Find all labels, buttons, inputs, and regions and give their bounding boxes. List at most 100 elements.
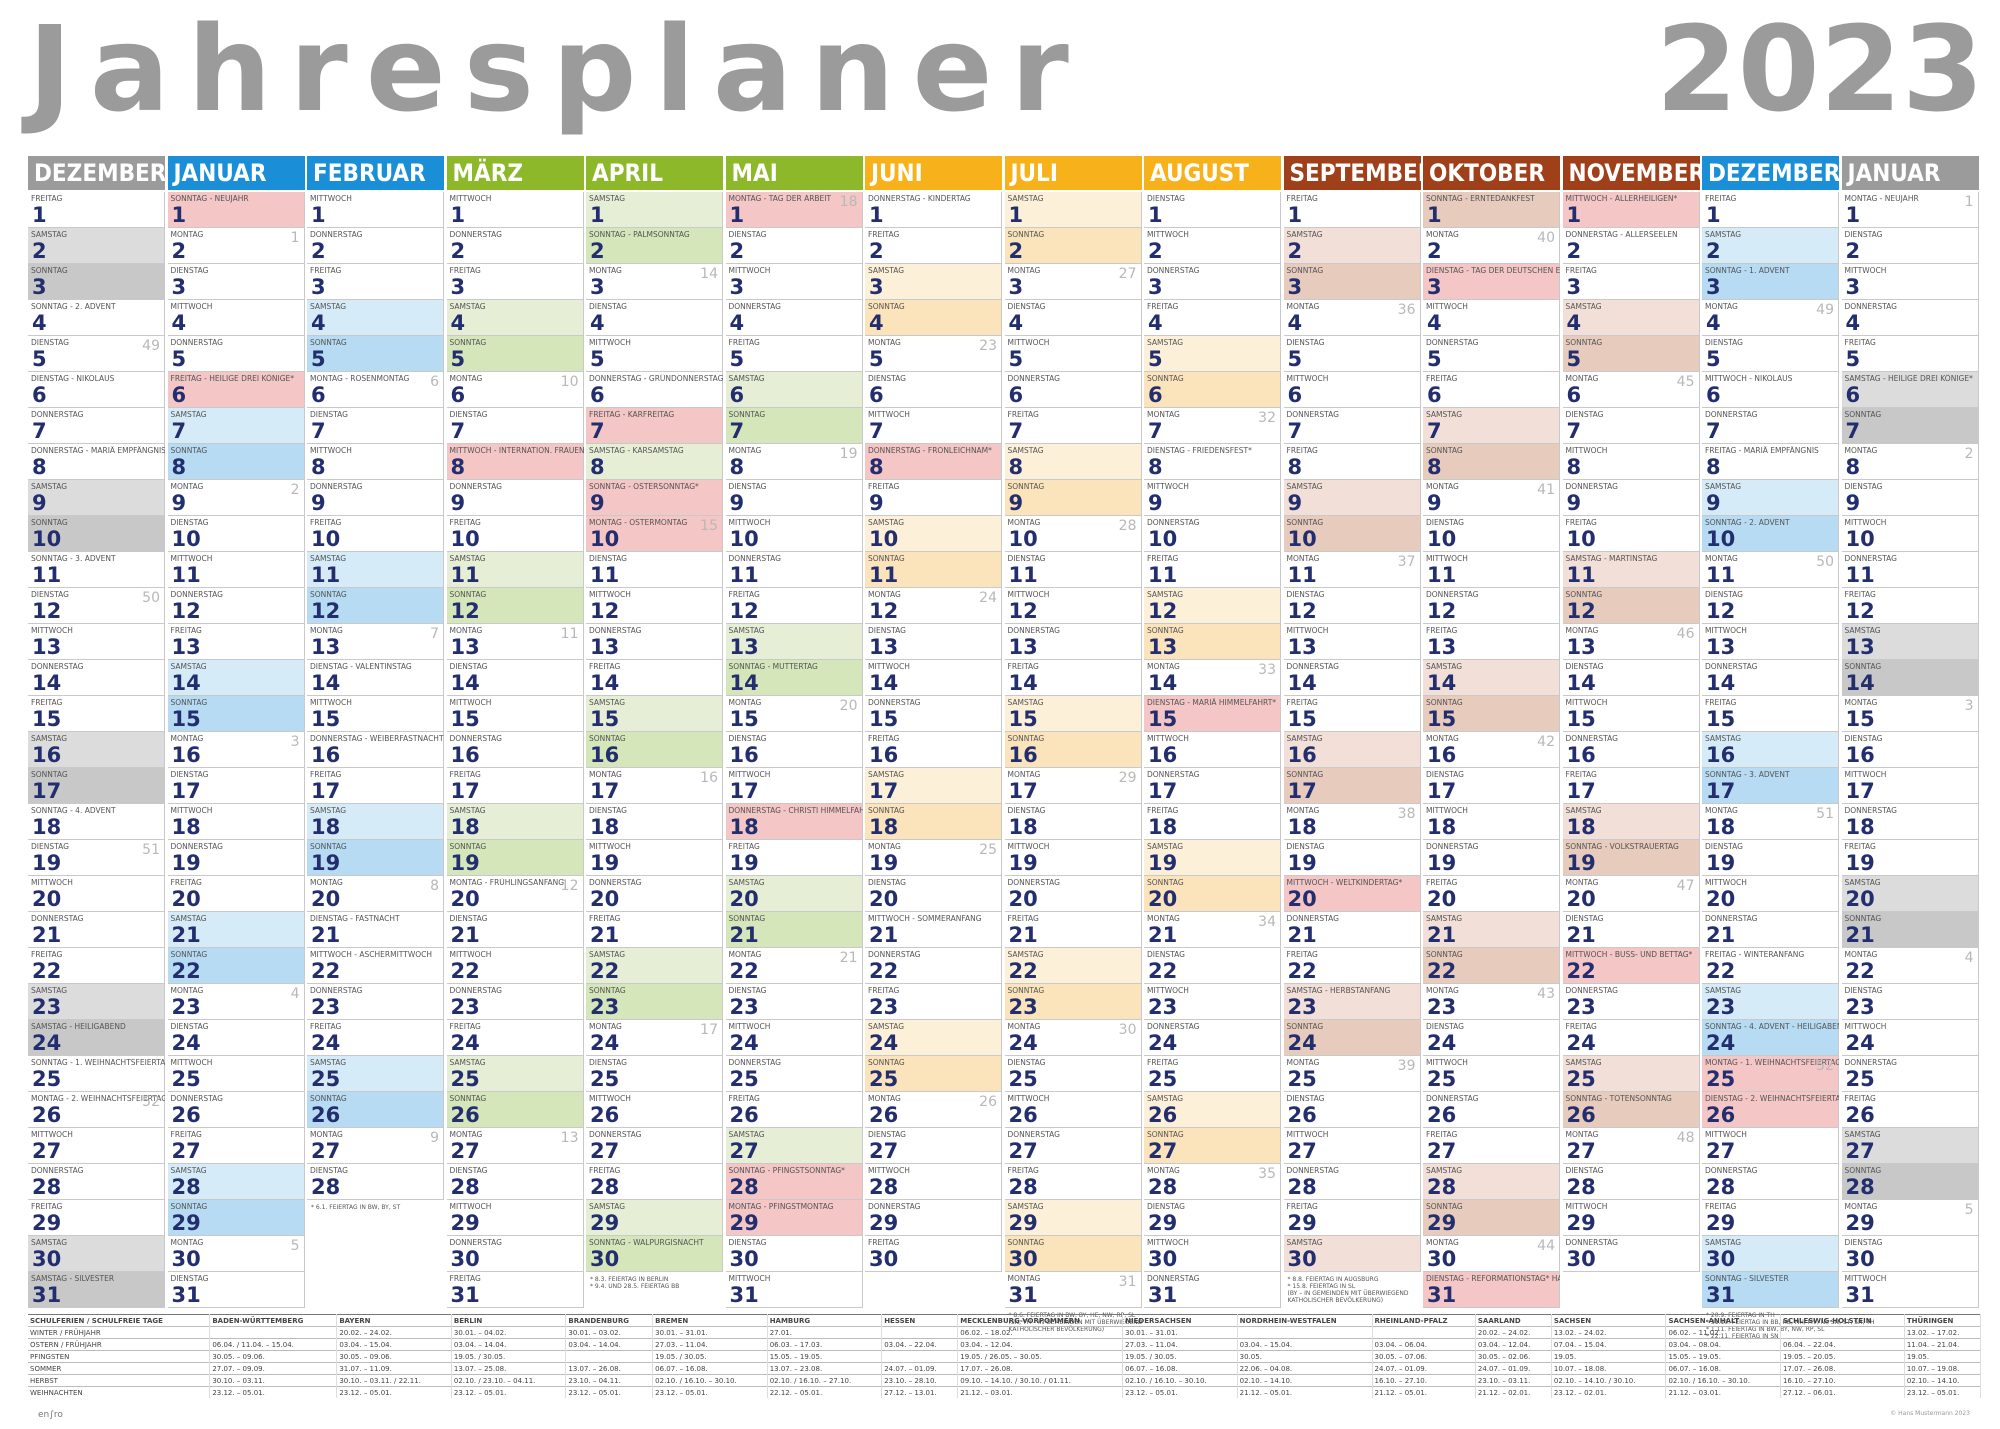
day-cell[interactable]: DONNERSTAG 16 — [1562, 732, 1700, 768]
day-cell[interactable]: FREITAG 23 — [865, 984, 1002, 1020]
day-cell[interactable]: SONNTAG 22 — [1423, 948, 1560, 984]
day-cell[interactable]: DONNERSTAG 23 — [1562, 984, 1700, 1020]
day-cell[interactable]: DIENSTAG 3 — [167, 264, 305, 300]
day-cell[interactable]: MONTAG 13 7 — [307, 624, 444, 660]
day-cell[interactable]: DIENSTAG 22 — [1144, 948, 1281, 984]
day-cell[interactable]: DIENSTAG 14 — [1562, 660, 1700, 696]
day-cell[interactable]: MITTWOCH 26 — [1004, 1092, 1142, 1128]
day-cell[interactable]: SONNTAG 12 — [446, 588, 584, 624]
day-cell[interactable]: MONTAG 23 43 — [1423, 984, 1560, 1020]
day-cell[interactable]: SAMSTAG 14 — [167, 660, 305, 696]
day-cell[interactable]: FREITAG 20 — [167, 876, 305, 912]
day-cell[interactable]: SAMSTAG 4 — [446, 300, 584, 336]
day-cell[interactable]: SAMSTAG 28 — [1423, 1164, 1560, 1200]
day-cell[interactable]: FREITAG 24 — [307, 1020, 444, 1056]
day-cell[interactable]: DIENSTAG - VALENTINSTAG 14 — [307, 660, 444, 696]
day-cell[interactable]: DONNERSTAG 14 — [28, 660, 165, 696]
day-cell[interactable]: MITTWOCH 29 — [1562, 1200, 1700, 1236]
day-cell[interactable]: SAMSTAG 1 — [1004, 192, 1142, 228]
day-cell[interactable]: MITTWOCH 25 — [167, 1056, 305, 1092]
day-cell[interactable]: MITTWOCH 18 — [1423, 804, 1560, 840]
day-cell[interactable]: DONNERSTAG 20 — [586, 876, 723, 912]
day-cell[interactable]: MITTWOCH 27 — [28, 1128, 165, 1164]
day-cell[interactable]: DONNERSTAG 2 — [446, 228, 584, 264]
day-cell[interactable]: MITTWOCH 16 — [1144, 732, 1281, 768]
day-cell[interactable]: MITTWOCH 5 — [1004, 336, 1142, 372]
day-cell[interactable]: FREITAG 29 — [1702, 1200, 1839, 1236]
day-cell[interactable]: FREITAG 17 — [1562, 768, 1700, 804]
day-cell[interactable]: MITTWOCH 22 — [446, 948, 584, 984]
day-cell[interactable]: SAMSTAG 23 — [1702, 984, 1839, 1020]
day-cell[interactable]: MONTAG - ROSENMONTAG 6 6 — [307, 372, 444, 408]
day-cell[interactable]: MONTAG - OSTERMONTAG 10 15 — [586, 516, 723, 552]
day-cell[interactable]: MONTAG 17 16 — [586, 768, 723, 804]
day-cell[interactable]: DONNERSTAG 24 — [1144, 1020, 1281, 1056]
day-cell[interactable]: SONNTAG - MUTTERTAG 14 — [725, 660, 863, 696]
day-cell[interactable]: DONNERSTAG 22 — [865, 948, 1002, 984]
day-cell[interactable]: MITTWOCH 10 — [725, 516, 863, 552]
day-cell[interactable]: DIENSTAG - REFORMATIONSTAG* HALLOWEEN31 — [1423, 1272, 1560, 1308]
day-cell[interactable]: SONNTAG 17 — [1283, 768, 1421, 804]
day-cell[interactable]: SONNTAG 17 — [28, 768, 165, 804]
day-cell[interactable]: MITTWOCH 8 — [307, 444, 444, 480]
day-cell[interactable]: MONTAG 7 32 — [1144, 408, 1281, 444]
day-cell[interactable]: DONNERSTAG 28 — [1283, 1164, 1421, 1200]
day-cell[interactable]: SONNTAG - 1. WEIHNACHTSFEIERTAG 25 — [28, 1056, 165, 1092]
day-cell[interactable]: DIENSTAG 24 — [167, 1020, 305, 1056]
day-cell[interactable]: FREITAG 21 — [586, 912, 723, 948]
day-cell[interactable]: SONNTAG - 4. ADVENT 18 — [28, 804, 165, 840]
day-cell[interactable]: SAMSTAG 6 — [725, 372, 863, 408]
day-cell[interactable]: MONTAG - 1. WEIHNACHTSFEIERTAG 25 52 — [1702, 1056, 1839, 1092]
day-cell[interactable]: DIENSTAG 19 — [1283, 840, 1421, 876]
day-cell[interactable]: SONNTAG 12 — [307, 588, 444, 624]
day-cell[interactable]: SAMSTAG 5 — [1144, 336, 1281, 372]
day-cell[interactable]: DONNERSTAG 18 — [1841, 804, 1979, 840]
day-cell[interactable]: SONNTAG 19 — [307, 840, 444, 876]
day-cell[interactable]: SAMSTAG 2 — [28, 228, 165, 264]
day-cell[interactable]: SAMSTAG 27 — [1841, 1128, 1979, 1164]
day-cell[interactable]: FREITAG 5 — [1841, 336, 1979, 372]
day-cell[interactable]: MONTAG 21 34 — [1144, 912, 1281, 948]
day-cell[interactable]: DONNERSTAG 7 — [1283, 408, 1421, 444]
day-cell[interactable]: MITTWOCH 6 — [1283, 372, 1421, 408]
day-cell[interactable]: DIENSTAG 13 — [865, 624, 1002, 660]
day-cell[interactable]: FREITAG 15 — [28, 696, 165, 732]
day-cell[interactable]: DIENSTAG 2 — [1841, 228, 1979, 264]
day-cell[interactable]: DONNERSTAG 25 — [1841, 1056, 1979, 1092]
day-cell[interactable]: SAMSTAG 15 — [586, 696, 723, 732]
day-cell[interactable]: SONNTAG 5 — [307, 336, 444, 372]
day-cell[interactable]: DONNERSTAG 31 — [1144, 1272, 1281, 1308]
day-cell[interactable]: MITTWOCH 31 — [1841, 1272, 1979, 1308]
day-cell[interactable]: MITTWOCH 9 — [1144, 480, 1281, 516]
day-cell[interactable]: FREITAG 2 — [865, 228, 1002, 264]
day-cell[interactable]: FREITAG 15 — [1702, 696, 1839, 732]
day-cell[interactable]: SAMSTAG 16 — [1283, 732, 1421, 768]
day-cell[interactable]: DIENSTAG - MARIÄ HIMMELFAHRT* 15 — [1144, 696, 1281, 732]
day-cell[interactable]: SONNTAG 30 — [1004, 1236, 1142, 1272]
day-cell[interactable]: FREITAG - KARFREITAG 7 — [586, 408, 723, 444]
day-cell[interactable]: MITTWOCH 31 — [725, 1272, 863, 1308]
day-cell[interactable]: DIENSTAG 25 — [1004, 1056, 1142, 1092]
day-cell[interactable]: DONNERSTAG - GRÜNDONNERSTAG 6 — [586, 372, 723, 408]
day-cell[interactable]: FREITAG 1 — [1702, 192, 1839, 228]
day-cell[interactable]: DIENSTAG 16 — [725, 732, 863, 768]
day-cell[interactable]: SONNTAG - VOLKSTRAUERTAG 19 — [1562, 840, 1700, 876]
day-cell[interactable]: SONNTAG 5 — [1562, 336, 1700, 372]
day-cell[interactable]: DIENSTAG 20 — [865, 876, 1002, 912]
day-cell[interactable]: DIENSTAG 21 — [446, 912, 584, 948]
day-cell[interactable]: FREITAG 17 — [307, 768, 444, 804]
day-cell[interactable]: SAMSTAG 29 — [586, 1200, 723, 1236]
day-cell[interactable]: SONNTAG 2 — [1004, 228, 1142, 264]
day-cell[interactable]: MITTWOCH 27 — [1283, 1128, 1421, 1164]
day-cell[interactable]: MITTWOCH 1 — [446, 192, 584, 228]
day-cell[interactable]: DIENSTAG 7 — [307, 408, 444, 444]
day-cell[interactable]: DONNERSTAG 3 — [1144, 264, 1281, 300]
day-cell[interactable]: DONNERSTAG 2 — [307, 228, 444, 264]
day-cell[interactable]: SAMSTAG 20 — [1841, 876, 1979, 912]
day-cell[interactable]: FREITAG 10 — [446, 516, 584, 552]
day-cell[interactable]: SAMSTAG 18 — [1562, 804, 1700, 840]
day-cell[interactable]: SONNTAG - 1. ADVENT 3 — [1702, 264, 1839, 300]
day-cell[interactable]: SAMSTAG 27 — [725, 1128, 863, 1164]
day-cell[interactable]: SONNTAG 23 — [1004, 984, 1142, 1020]
day-cell[interactable]: SONNTAG 6 — [1144, 372, 1281, 408]
